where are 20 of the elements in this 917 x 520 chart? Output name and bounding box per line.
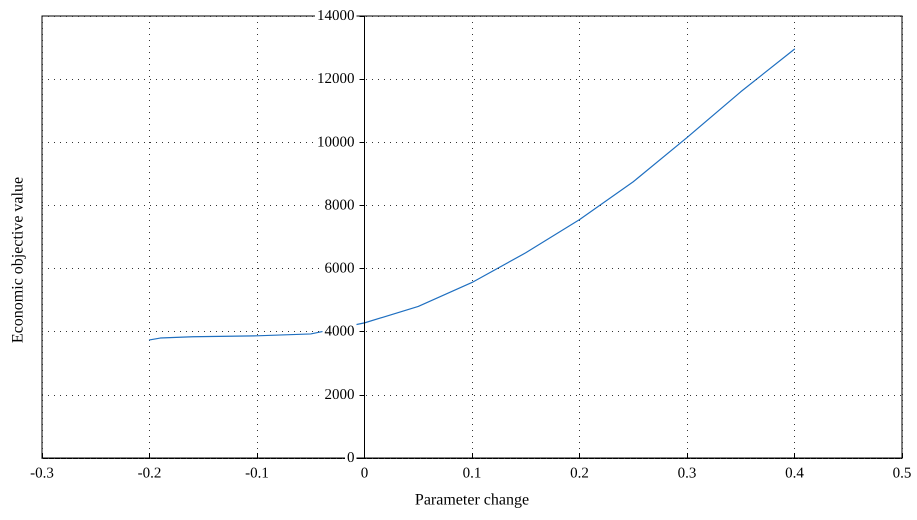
x-tick-label: 0.2 — [570, 466, 589, 482]
x-axis-title: Parameter change — [414, 492, 530, 508]
y-tick-label: 10000 — [317, 134, 354, 150]
y-tick-label: 12000 — [317, 71, 354, 88]
y-tick-label: 2000 — [324, 386, 354, 403]
x-tick-label: -0.1 — [245, 466, 269, 482]
x-tick-label: -0.3 — [30, 466, 54, 482]
x-tick-label: 0.3 — [678, 466, 696, 482]
y-tick-label: 6000 — [324, 260, 354, 277]
x-tick-label: 0.4 — [785, 466, 804, 482]
x-tick-label: 0.1 — [462, 466, 482, 482]
line-series — [148, 48, 796, 341]
y-tick-label: 0 — [347, 450, 354, 466]
y-tick-label: 8000 — [324, 197, 354, 214]
y-tick-label: 4000 — [324, 324, 354, 340]
x-tick-label: 0 — [360, 466, 368, 482]
y-axis-title: Economic objective value — [10, 176, 26, 344]
x-tick-label: 0.5 — [892, 466, 912, 482]
y-tick-label: 14000 — [317, 8, 354, 24]
x-tick-label: -0.2 — [138, 466, 162, 482]
